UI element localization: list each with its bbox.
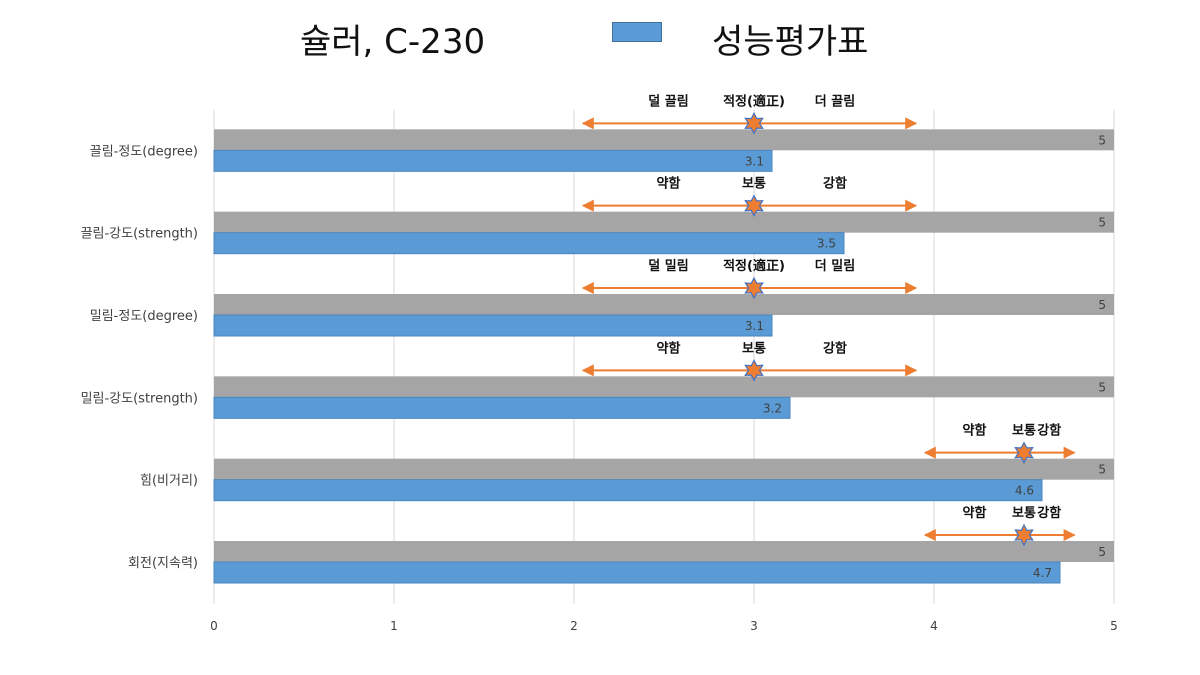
score-bar <box>213 149 773 172</box>
annotation-mid-label: 적정(適正) <box>723 93 785 109</box>
score-value-label: 3.1 <box>745 319 764 333</box>
annotation-right-label: 강함 <box>823 176 847 192</box>
annotation-mid-label: 적정(適正) <box>723 258 785 274</box>
score-bar <box>213 314 773 337</box>
reference-bar <box>214 129 1114 151</box>
score-value-label: 3.2 <box>763 401 782 415</box>
star-marker <box>1014 441 1034 465</box>
x-tick-label: 0 <box>210 619 218 633</box>
score-bar <box>213 232 845 255</box>
score-value-label: 4.6 <box>1015 484 1034 498</box>
reference-value-label: 5 <box>1098 545 1106 559</box>
category-label: 밀림-강도(strength) <box>81 391 198 406</box>
legend-label: 성능평가표 <box>712 22 869 62</box>
reference-bar <box>214 211 1114 233</box>
annotation-left-label: 약함 <box>657 176 681 192</box>
category-label: 끌림-정도(degree) <box>90 144 198 159</box>
annotation-left-label: 약함 <box>963 423 987 439</box>
reference-bar <box>214 458 1114 480</box>
annotation-mid-label: 보통 <box>742 177 766 192</box>
reference-bar <box>214 541 1114 563</box>
annotation-left-label: 덜 밀림 <box>648 258 688 274</box>
score-bar <box>213 479 1043 502</box>
reference-value-label: 5 <box>1098 216 1106 230</box>
score-bar <box>213 561 1061 584</box>
x-tick-label: 4 <box>930 619 938 633</box>
x-tick-label: 2 <box>570 619 578 633</box>
annotation-right-label: 강함 <box>823 340 847 356</box>
annotation-right-label: 강함 <box>1037 423 1061 439</box>
annotation-mid-label: 보통 <box>1012 424 1036 439</box>
reference-value-label: 5 <box>1098 463 1106 477</box>
reference-bar <box>214 376 1114 398</box>
star-marker <box>1014 523 1034 547</box>
x-tick-label: 3 <box>750 619 758 633</box>
x-tick-label: 5 <box>1110 619 1118 633</box>
category-label: 회전(지속력) <box>128 556 198 571</box>
reference-value-label: 5 <box>1098 380 1106 394</box>
star-marker <box>744 194 764 218</box>
annotation-left-label: 약함 <box>963 505 987 521</box>
category-label: 밀림-정도(degree) <box>90 309 198 324</box>
reference-value-label: 5 <box>1098 133 1106 147</box>
annotation-left-label: 약함 <box>657 340 681 356</box>
score-bar <box>213 396 791 419</box>
star-marker <box>744 111 764 135</box>
annotation-left-label: 덜 끌림 <box>648 93 688 109</box>
score-value-label: 3.1 <box>745 154 764 168</box>
annotation-right-label: 더 끌림 <box>815 93 855 109</box>
legend-swatch <box>612 22 662 42</box>
x-tick-label: 1 <box>390 619 398 633</box>
reference-value-label: 5 <box>1098 298 1106 312</box>
chart-title: 슐러, C-230 <box>300 22 486 62</box>
star-marker <box>744 276 764 300</box>
score-value-label: 3.5 <box>817 237 836 251</box>
annotation-mid-label: 보통 <box>1012 506 1036 521</box>
category-label: 끌림-강도(strength) <box>81 227 198 242</box>
category-label: 힘(비거리) <box>140 474 198 489</box>
annotation-right-label: 더 밀림 <box>815 258 855 274</box>
annotation-right-label: 강함 <box>1037 505 1061 521</box>
star-marker <box>744 358 764 382</box>
reference-bar <box>214 294 1114 316</box>
annotation-mid-label: 보통 <box>742 341 766 356</box>
score-value-label: 4.7 <box>1033 566 1052 580</box>
